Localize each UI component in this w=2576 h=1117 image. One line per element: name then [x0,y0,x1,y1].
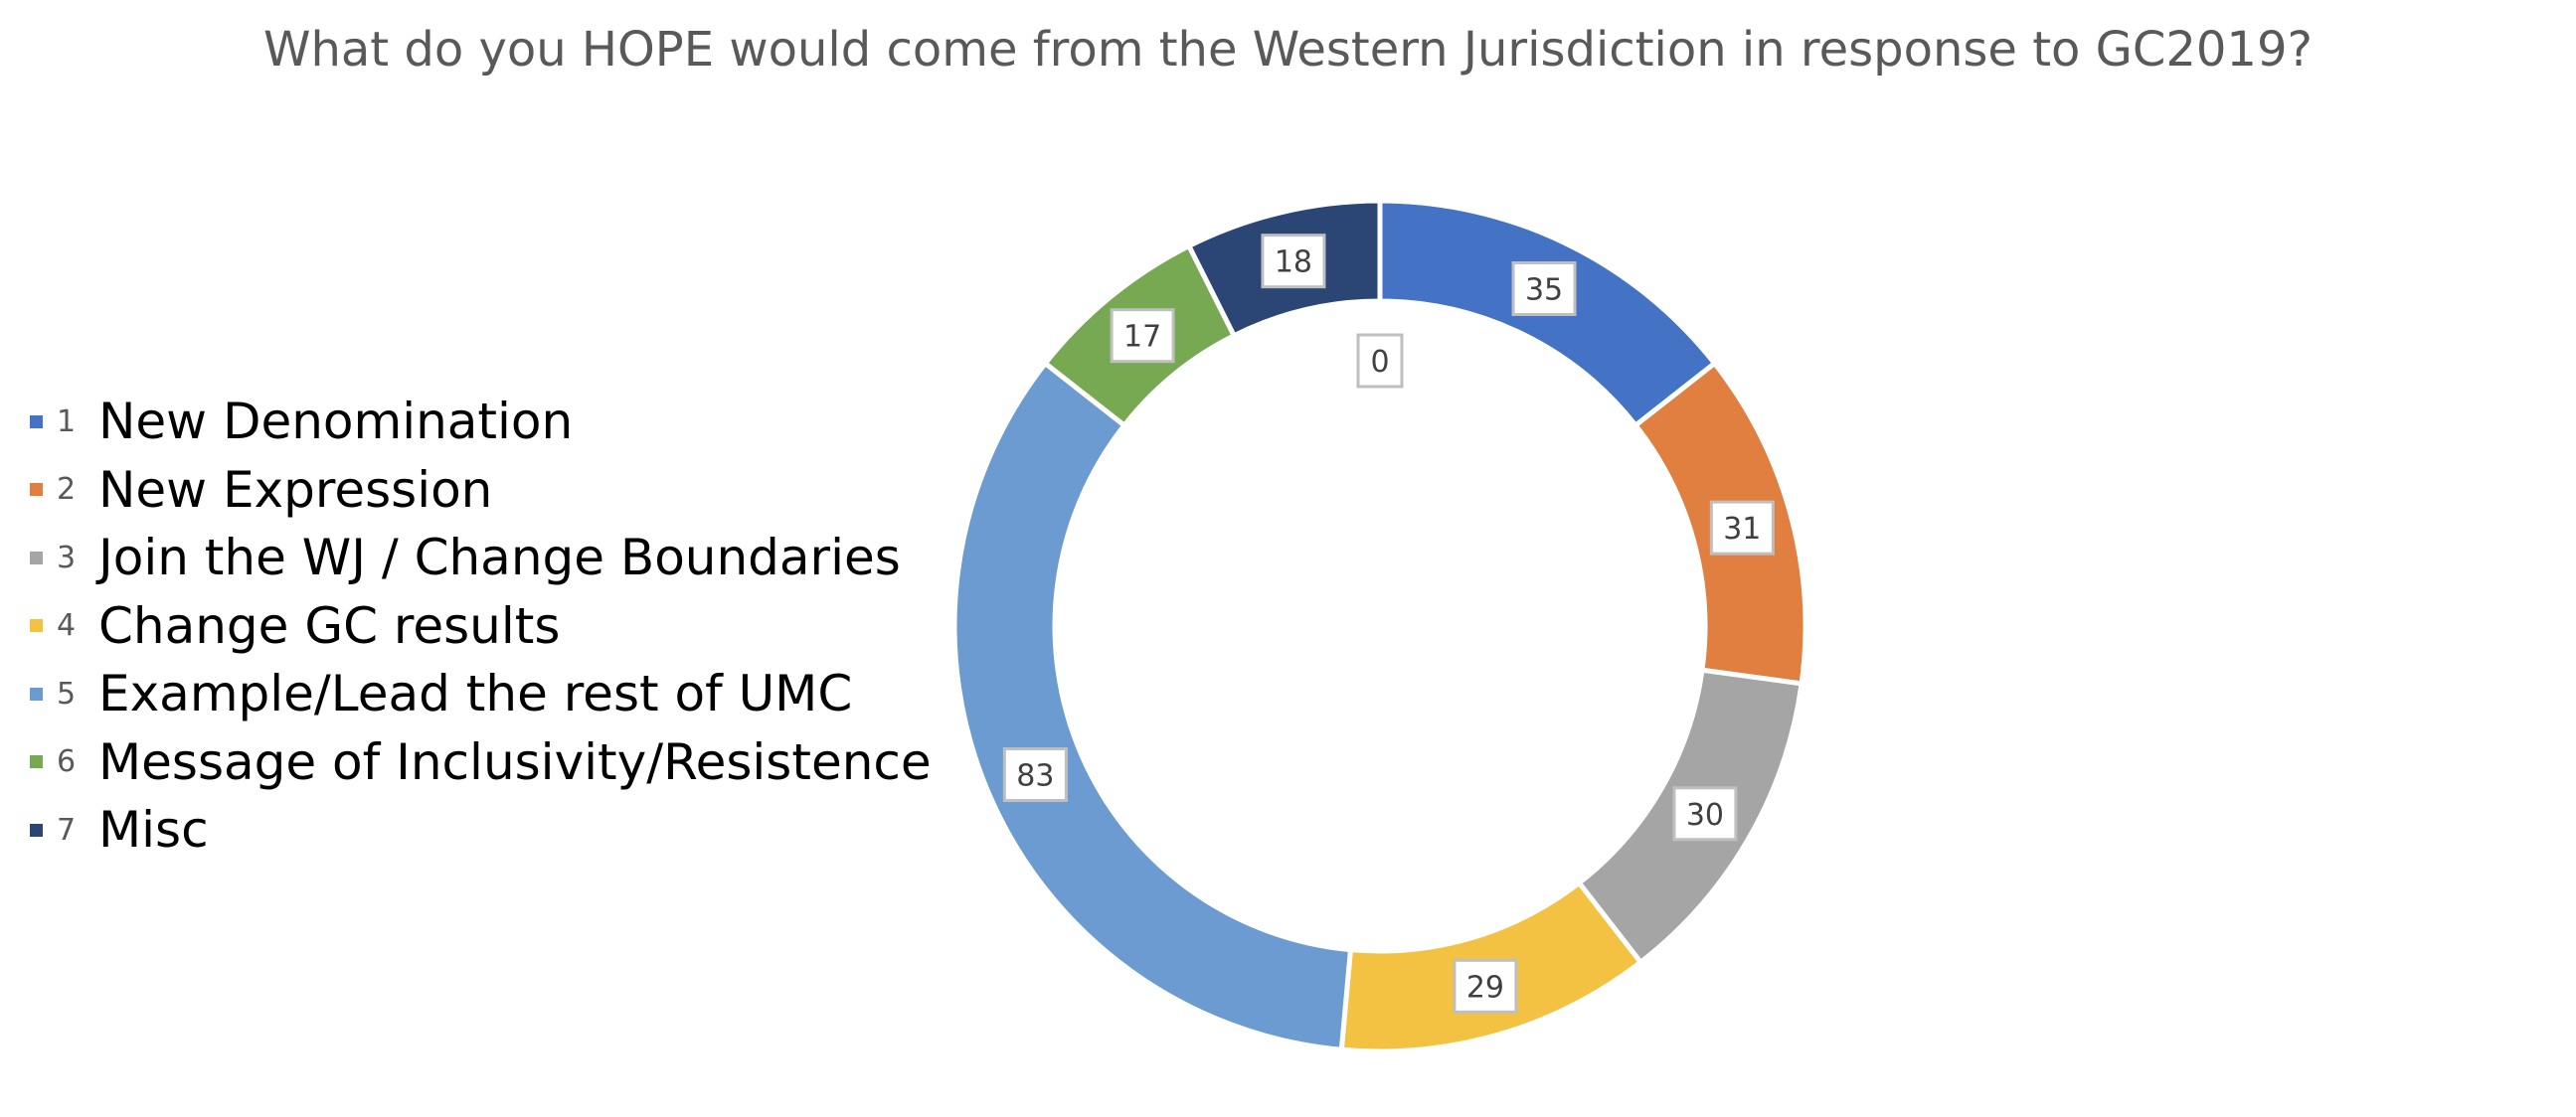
legend-label-5: Example/Lead the rest of UMC [98,665,853,723]
legend-swatch-2 [30,483,43,497]
data-label-5-box [1002,747,1068,803]
legend-item-4: 4 Change GC results [30,592,932,661]
data-label-6-box [1110,308,1175,364]
data-label-1-text: 35 [1525,272,1563,307]
legend-number-3: 3 [57,540,77,575]
data-label-extra-box [1356,333,1404,389]
legend-number-1: 1 [57,403,77,439]
legend-label-3: Join the WJ / Change Boundaries [98,529,901,587]
data-label-5: 83 [1002,747,1068,803]
data-label-extra: 0 [1356,333,1404,389]
legend-swatch-7 [30,823,43,837]
legend-number-4: 4 [57,608,77,644]
data-label-1: 35 [1511,260,1577,316]
legend-item-2: 2 New Expression [30,456,932,525]
data-label-3: 30 [1672,786,1738,842]
data-label-3-text: 30 [1686,798,1724,833]
legend-swatch-3 [30,551,43,564]
data-label-5-text: 83 [1016,759,1054,794]
legend-label-2: New Expression [98,460,493,519]
chart-legend: 1 New Denomination 2 New Expression 3 Join th… [30,388,932,865]
data-label-2-box [1709,500,1775,556]
legend-swatch-6 [30,755,43,769]
data-label-7: 18 [1261,234,1326,289]
chart-title: What do you HOPE would come from the Wes… [263,22,2313,78]
legend-number-5: 5 [57,676,77,712]
legend-label-7: Misc [98,801,209,860]
legend-item-6: 6 Message of Inclusivity/Resistence [30,728,932,797]
data-label-extra-text: 0 [1370,345,1389,380]
data-label-6: 17 [1110,308,1175,364]
legend-number-2: 2 [57,472,77,508]
data-label-7-text: 18 [1275,245,1312,280]
legend-item-7: 7 Misc [30,796,932,865]
data-label-3-box [1672,786,1738,842]
data-label-7-box [1261,234,1326,289]
legend-item-1: 1 New Denomination [30,388,932,456]
data-label-2: 31 [1709,500,1775,556]
legend-item-5: 5 Example/Lead the rest of UMC [30,660,932,728]
data-label-6-text: 17 [1123,320,1161,355]
data-label-4-box [1453,958,1518,1014]
data-label-2-text: 31 [1723,512,1761,547]
legend-item-3: 3 Join the WJ / Change Boundaries [30,524,932,592]
data-label-1-box [1511,260,1577,316]
data-label-4-text: 29 [1466,970,1504,1005]
legend-swatch-5 [30,687,43,701]
legend-label-6: Message of Inclusivity/Resistence [98,732,932,791]
legend-swatch-1 [30,414,43,428]
donut-slice-5 [951,360,1354,1052]
legend-label-1: New Denomination [98,393,574,451]
legend-number-6: 6 [57,744,77,780]
legend-number-7: 7 [57,812,77,848]
legend-label-4: Change GC results [98,596,561,655]
legend-swatch-4 [30,619,43,633]
data-label-4: 29 [1453,958,1518,1014]
